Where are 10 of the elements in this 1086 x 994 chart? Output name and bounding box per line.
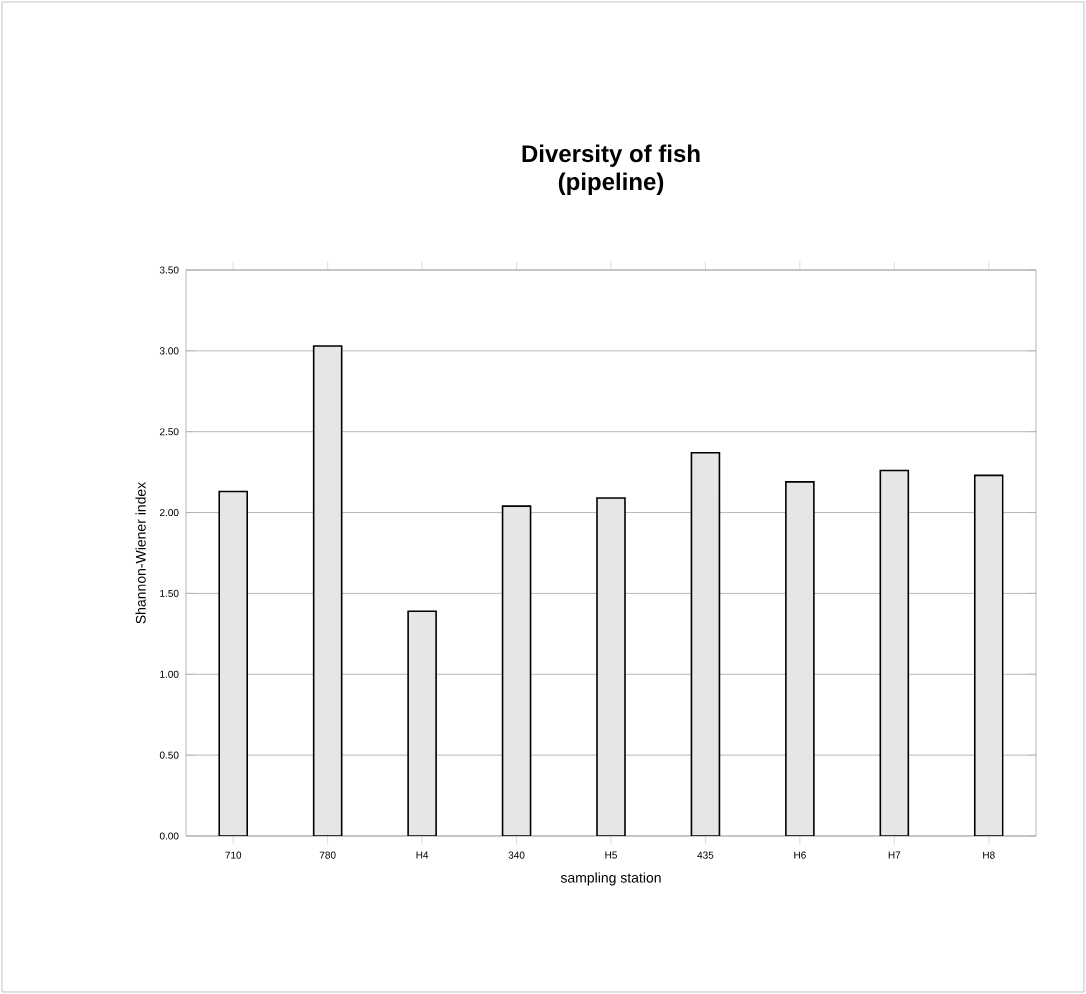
bar: [218, 490, 249, 836]
bar: [596, 497, 626, 836]
chart-title: Diversity of fish (pipeline): [522, 144, 700, 195]
bar: [785, 481, 815, 836]
bar: [312, 345, 343, 836]
bar: [501, 505, 532, 836]
bar: [690, 451, 721, 836]
bar: [879, 469, 910, 836]
bar: [407, 610, 437, 836]
bar: [973, 474, 1004, 836]
